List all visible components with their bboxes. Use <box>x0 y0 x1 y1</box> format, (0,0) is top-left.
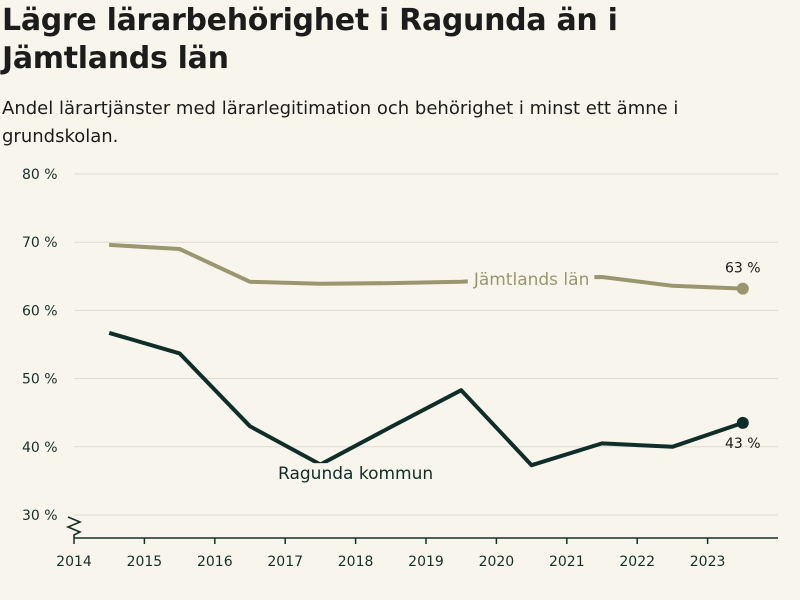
x-axis <box>65 516 778 544</box>
y-tick-label: 40 % <box>22 440 58 456</box>
y-tick-label: 80 % <box>22 167 58 183</box>
series-label-1: Ragunda kommun <box>278 464 433 484</box>
y-tick-label: 60 % <box>22 303 58 319</box>
y-tick-label: 50 % <box>22 372 58 388</box>
x-tick-label: 2014 <box>56 554 92 570</box>
x-tick-label: 2015 <box>127 554 163 570</box>
x-tick-label: 2022 <box>619 554 655 570</box>
x-tick-label: 2019 <box>408 554 444 570</box>
end-value-label-1: 43 % <box>725 436 761 452</box>
x-tick-label: 2018 <box>338 554 374 570</box>
series-end-point-1 <box>736 416 749 429</box>
x-tick-label: 2016 <box>197 554 233 570</box>
series-label-bg <box>273 463 439 486</box>
x-tick-label: 2021 <box>549 554 585 570</box>
x-tick-label: 2017 <box>267 554 303 570</box>
y-tick-label: 70 % <box>22 235 58 251</box>
axis-break-icon <box>65 516 83 538</box>
series-label-0: Jämtlands län <box>473 270 590 290</box>
end-value-label-0: 63 % <box>725 261 761 277</box>
y-tick-label: 30 % <box>22 508 58 524</box>
x-tick-label: 2020 <box>479 554 515 570</box>
series-end-point-0 <box>736 282 749 295</box>
series-line-0 <box>109 242 743 291</box>
x-tick-label: 2023 <box>690 554 726 570</box>
series-label-bg <box>467 269 595 292</box>
chart-title: Lägre lärarbehörighet i Ragunda än i Jäm… <box>2 3 618 76</box>
x-tick-labels: 2014 2015 2016 2017 2018 2019 2020 2021 2022 2023 <box>56 554 725 570</box>
series-line-1 <box>108 330 744 468</box>
series-labels: Jämtlands län Ragunda kommun 63 % 43 % <box>273 261 761 486</box>
series-lines <box>108 242 749 468</box>
y-tick-labels: 30 % 40 % 50 % 60 % 70 % 80 % <box>22 167 58 524</box>
chart-subtitle: Andel lärartjänster med lärarlegitimatio… <box>2 98 679 147</box>
